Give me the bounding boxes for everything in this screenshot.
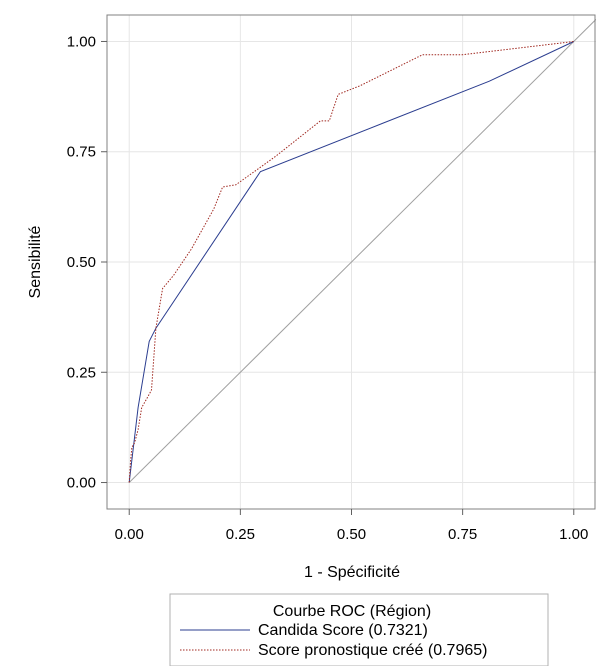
series-line-1 [128,41,575,483]
y-axis-label: Sensibilité [27,225,44,298]
reference-diagonal [128,19,596,483]
x-tick-label: 0.00 [115,526,144,543]
y-tick-label: 1.00 [67,33,96,50]
x-tick-label: 0.75 [448,526,477,543]
legend-title: Courbe ROC (Région) [273,603,431,620]
y-axis-ticks: 0.00 0.25 0.50 0.75 1.00 [67,33,107,492]
grid-lines [107,15,596,509]
legend: Courbe ROC (Région) Candida Score (0.732… [169,593,549,666]
y-tick-label: 0.50 [67,254,96,271]
x-axis-label: 1 - Spécificité [304,564,400,581]
x-tick-label: 1.00 [559,526,588,543]
x-tick-label: 0.25 [226,526,255,543]
y-tick-label: 0.00 [67,475,96,492]
legend-box [169,593,549,666]
legend-items: Candida Score (0.7321) Score pronostique … [180,622,487,659]
legend-entry: Score pronostique créé (0.7965) [258,642,487,659]
series-line-2 [128,41,574,483]
series-layer [128,41,575,483]
x-axis-ticks: 0.00 0.25 0.50 0.75 1.00 [115,509,588,543]
x-tick-label: 0.50 [337,526,366,543]
y-tick-label: 0.25 [67,364,96,381]
legend-entry: Candida Score (0.7321) [258,622,428,639]
y-tick-label: 0.75 [67,144,96,161]
